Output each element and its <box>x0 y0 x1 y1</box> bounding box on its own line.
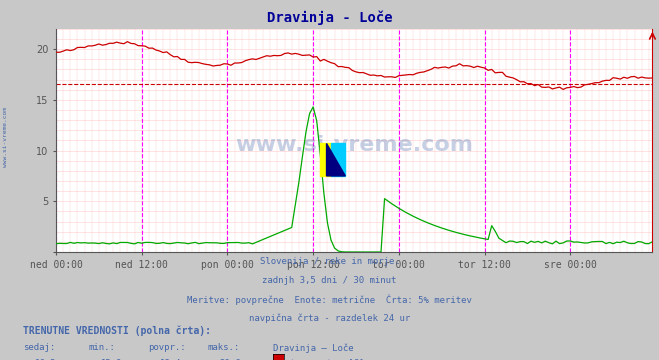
Text: 18,4: 18,4 <box>160 359 182 360</box>
Text: Dravinja – Loče: Dravinja – Loče <box>273 343 354 352</box>
Text: Meritve: povprečne  Enote: metrične  Črta: 5% meritev: Meritve: povprečne Enote: metrične Črta:… <box>187 295 472 305</box>
Text: Dravinja - Loče: Dravinja - Loče <box>267 11 392 25</box>
Text: povpr.:: povpr.: <box>148 343 186 352</box>
Text: 16,2: 16,2 <box>35 359 57 360</box>
Bar <box>320 143 331 176</box>
Text: 20,6: 20,6 <box>219 359 241 360</box>
Text: www.si-vreme.com: www.si-vreme.com <box>3 107 8 167</box>
Text: min.:: min.: <box>89 343 116 352</box>
Text: sedaj:: sedaj: <box>23 343 55 352</box>
Text: navpična črta - razdelek 24 ur: navpična črta - razdelek 24 ur <box>249 314 410 323</box>
Text: Slovenija / reke in morje.: Slovenija / reke in morje. <box>260 257 399 266</box>
Text: www.si-vreme.com: www.si-vreme.com <box>235 135 473 155</box>
Polygon shape <box>327 143 345 176</box>
Text: maks.:: maks.: <box>208 343 240 352</box>
Bar <box>331 143 345 176</box>
Text: zadnjh 3,5 dni / 30 minut: zadnjh 3,5 dni / 30 minut <box>262 276 397 285</box>
Text: temperatura[C]: temperatura[C] <box>289 359 364 360</box>
Text: 15,9: 15,9 <box>101 359 123 360</box>
Text: TRENUTNE VREDNOSTI (polna črta):: TRENUTNE VREDNOSTI (polna črta): <box>23 326 211 336</box>
